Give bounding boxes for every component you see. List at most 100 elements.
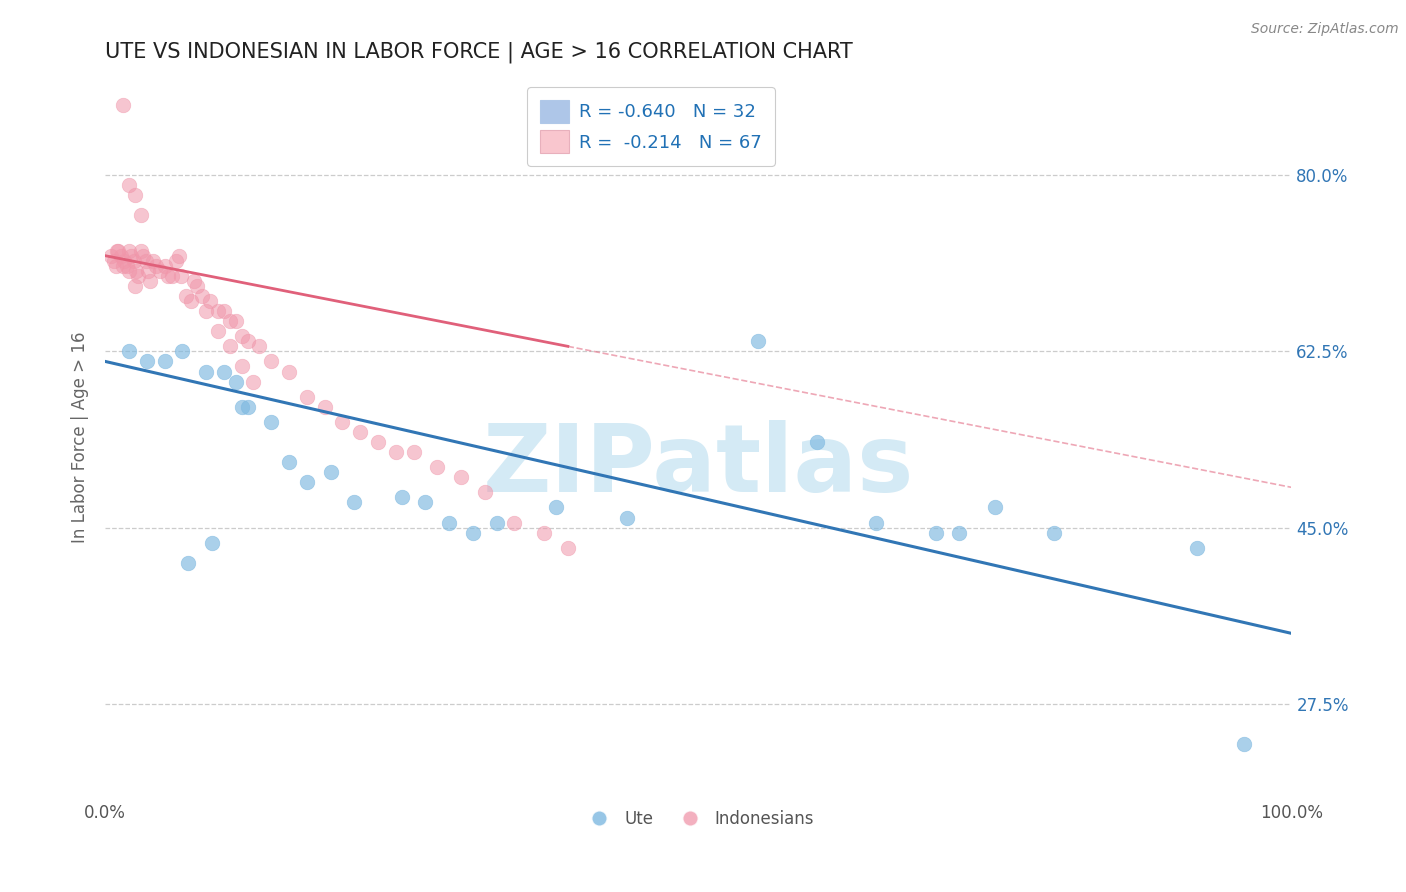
Point xyxy=(198,293,221,308)
Point xyxy=(180,293,202,308)
Point xyxy=(231,400,253,414)
Point xyxy=(231,359,253,374)
Point xyxy=(201,535,224,549)
Point xyxy=(135,253,157,268)
Point xyxy=(170,268,193,283)
Point xyxy=(426,460,449,475)
Point xyxy=(104,259,127,273)
Point xyxy=(172,344,194,359)
Point xyxy=(260,354,283,368)
Point xyxy=(212,364,235,378)
Point xyxy=(118,264,141,278)
Point xyxy=(103,253,125,268)
Point xyxy=(186,279,208,293)
Point xyxy=(557,541,579,555)
Point xyxy=(1233,737,1256,751)
Point xyxy=(160,268,183,283)
Point xyxy=(402,445,425,459)
Point xyxy=(100,249,122,263)
Point xyxy=(118,178,141,193)
Point xyxy=(225,375,247,389)
Point xyxy=(112,253,135,268)
Point xyxy=(450,470,472,484)
Point xyxy=(415,495,437,509)
Point xyxy=(260,415,283,429)
Point xyxy=(167,249,190,263)
Point xyxy=(474,485,496,500)
Point xyxy=(136,264,159,278)
Point xyxy=(385,445,408,459)
Point xyxy=(332,415,354,429)
Point xyxy=(105,244,128,258)
Point xyxy=(367,435,389,450)
Point xyxy=(278,364,301,378)
Point xyxy=(461,525,484,540)
Point xyxy=(295,390,318,404)
Point xyxy=(127,268,149,283)
Point xyxy=(195,364,218,378)
Point xyxy=(191,289,214,303)
Point xyxy=(948,525,970,540)
Point xyxy=(107,244,129,258)
Point xyxy=(129,208,152,222)
Point xyxy=(177,556,200,570)
Point xyxy=(153,259,176,273)
Point xyxy=(120,249,142,263)
Point xyxy=(485,516,508,530)
Point xyxy=(391,491,413,505)
Point xyxy=(115,259,138,273)
Point xyxy=(174,289,197,303)
Point xyxy=(295,475,318,490)
Point xyxy=(1043,525,1066,540)
Point xyxy=(439,516,461,530)
Point xyxy=(218,314,240,328)
Point xyxy=(118,344,141,359)
Point xyxy=(236,334,259,349)
Y-axis label: In Labor Force | Age > 16: In Labor Force | Age > 16 xyxy=(72,331,89,542)
Point xyxy=(806,435,828,450)
Point xyxy=(183,274,205,288)
Point xyxy=(157,268,180,283)
Point xyxy=(865,516,887,530)
Point xyxy=(111,259,134,273)
Point xyxy=(212,304,235,318)
Point xyxy=(207,324,229,338)
Point xyxy=(249,339,271,353)
Point xyxy=(242,375,264,389)
Point xyxy=(984,500,1007,515)
Point xyxy=(110,249,132,263)
Point xyxy=(236,400,259,414)
Point xyxy=(149,264,172,278)
Point xyxy=(132,249,155,263)
Point xyxy=(218,339,240,353)
Point xyxy=(129,244,152,258)
Point xyxy=(343,495,366,509)
Legend: Ute, Indonesians: Ute, Indonesians xyxy=(575,804,821,835)
Point xyxy=(1185,541,1208,555)
Point xyxy=(153,354,176,368)
Point xyxy=(924,525,946,540)
Point xyxy=(319,465,342,479)
Point xyxy=(544,500,567,515)
Point xyxy=(616,510,638,524)
Point xyxy=(165,253,187,268)
Point xyxy=(314,400,336,414)
Point xyxy=(349,425,371,439)
Point xyxy=(145,259,167,273)
Point xyxy=(207,304,229,318)
Point xyxy=(278,455,301,469)
Point xyxy=(118,244,141,258)
Point xyxy=(231,329,253,343)
Point xyxy=(533,525,555,540)
Point xyxy=(195,304,218,318)
Point xyxy=(111,97,134,112)
Point xyxy=(122,253,145,268)
Point xyxy=(135,354,157,368)
Point xyxy=(125,264,148,278)
Point xyxy=(503,516,526,530)
Point xyxy=(124,188,146,202)
Point xyxy=(124,279,146,293)
Text: ZIPatlas: ZIPatlas xyxy=(482,420,914,512)
Point xyxy=(225,314,247,328)
Text: UTE VS INDONESIAN IN LABOR FORCE | AGE > 16 CORRELATION CHART: UTE VS INDONESIAN IN LABOR FORCE | AGE >… xyxy=(105,42,853,63)
